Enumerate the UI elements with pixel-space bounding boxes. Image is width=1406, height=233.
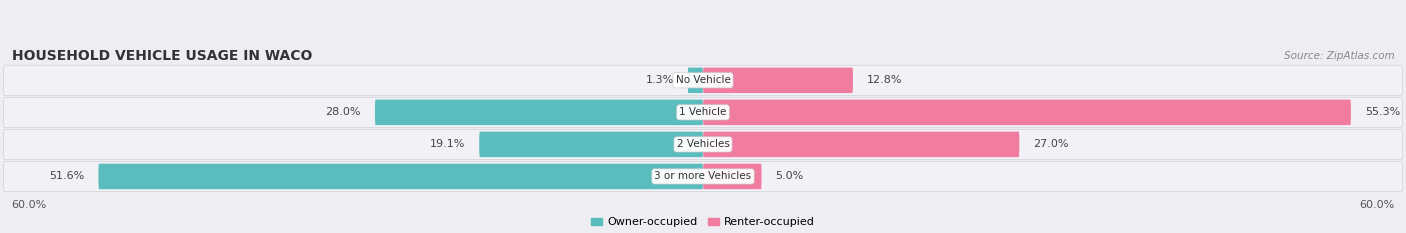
FancyBboxPatch shape bbox=[688, 68, 703, 93]
FancyBboxPatch shape bbox=[703, 164, 762, 189]
Text: 51.6%: 51.6% bbox=[49, 171, 84, 182]
FancyBboxPatch shape bbox=[3, 161, 1403, 192]
FancyBboxPatch shape bbox=[3, 129, 1403, 160]
FancyBboxPatch shape bbox=[3, 65, 1403, 96]
Text: Source: ZipAtlas.com: Source: ZipAtlas.com bbox=[1284, 51, 1395, 61]
Text: 1.3%: 1.3% bbox=[645, 75, 673, 85]
Text: 1 Vehicle: 1 Vehicle bbox=[679, 107, 727, 117]
FancyBboxPatch shape bbox=[98, 164, 703, 189]
FancyBboxPatch shape bbox=[375, 100, 703, 125]
Text: 5.0%: 5.0% bbox=[776, 171, 804, 182]
FancyBboxPatch shape bbox=[703, 68, 853, 93]
Text: 28.0%: 28.0% bbox=[325, 107, 361, 117]
Legend: Owner-occupied, Renter-occupied: Owner-occupied, Renter-occupied bbox=[592, 217, 814, 227]
Text: No Vehicle: No Vehicle bbox=[675, 75, 731, 85]
FancyBboxPatch shape bbox=[703, 132, 1019, 157]
Text: 2 Vehicles: 2 Vehicles bbox=[676, 139, 730, 149]
FancyBboxPatch shape bbox=[479, 132, 703, 157]
Text: 55.3%: 55.3% bbox=[1365, 107, 1400, 117]
Text: 60.0%: 60.0% bbox=[11, 200, 46, 210]
Text: 60.0%: 60.0% bbox=[1360, 200, 1395, 210]
Text: HOUSEHOLD VEHICLE USAGE IN WACO: HOUSEHOLD VEHICLE USAGE IN WACO bbox=[11, 49, 312, 63]
Text: 27.0%: 27.0% bbox=[1033, 139, 1069, 149]
Text: 3 or more Vehicles: 3 or more Vehicles bbox=[654, 171, 752, 182]
FancyBboxPatch shape bbox=[703, 100, 1351, 125]
Text: 19.1%: 19.1% bbox=[430, 139, 465, 149]
Text: 12.8%: 12.8% bbox=[868, 75, 903, 85]
FancyBboxPatch shape bbox=[3, 97, 1403, 127]
